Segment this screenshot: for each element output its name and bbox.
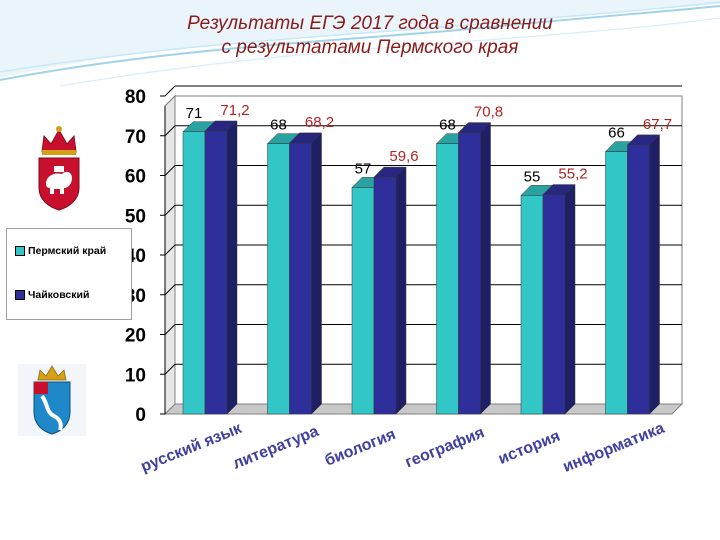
bar-chaikovsky-4-side xyxy=(564,183,576,415)
value-label-chaikovsky-1: 68,2 xyxy=(305,114,334,131)
bar-chaikovsky-5-side xyxy=(649,134,660,415)
bar-perm-krai-1 xyxy=(267,143,290,415)
gridline-diagonal-40 xyxy=(164,244,176,256)
header-decoration xyxy=(0,0,720,87)
value-label-perm-krai-0: 71 xyxy=(186,105,203,122)
legend-swatch-chaikovsky xyxy=(15,290,25,300)
bar-perm-krai-4 xyxy=(520,195,544,415)
bar-chaikovsky-2 xyxy=(373,176,397,415)
value-label-perm-krai-4: 55 xyxy=(524,168,541,185)
category-label-5: информатика xyxy=(561,420,667,476)
chart-legend: Пермский край Чайковский xyxy=(6,228,132,320)
page-title-line-1: Результаты ЕГЭ 2017 года в сравнении xyxy=(187,13,553,34)
bar-chaikovsky-3-side xyxy=(480,121,491,415)
page-title: Результаты ЕГЭ 2017 года в сравнении с р… xyxy=(100,12,640,60)
gridline-diagonal-60 xyxy=(164,165,176,176)
gridline-diagonal-10 xyxy=(164,363,176,375)
bar-chaikovsky-1 xyxy=(289,142,312,415)
bar-chaikovsky-4 xyxy=(542,194,566,415)
y-tick-label-70: 70 xyxy=(125,127,146,148)
y-tick-label-20: 20 xyxy=(125,326,146,347)
chart-floor xyxy=(163,403,684,415)
y-tick-label-50: 50 xyxy=(125,206,146,227)
category-label-2: биология xyxy=(323,426,399,470)
legend-label-perm-krai: Пермский край xyxy=(28,245,107,257)
gridline-diagonal-50 xyxy=(164,204,176,216)
gridline-diagonal-80 xyxy=(164,85,176,97)
bar-perm-krai-5 xyxy=(605,151,628,415)
legend-item-chaikovsky: Чайковский xyxy=(15,289,89,301)
category-label-1: литература xyxy=(230,423,321,473)
bar-perm-krai-2 xyxy=(351,187,375,415)
bar-perm-krai-3 xyxy=(436,143,459,415)
chart-back-wall xyxy=(164,95,683,416)
value-label-perm-krai-1: 68 xyxy=(270,117,287,134)
category-label-3: география xyxy=(403,424,487,471)
y-tick-label-0: 0 xyxy=(135,405,146,426)
y-tick-label-10: 10 xyxy=(125,365,146,386)
bar-chaikovsky-2-side xyxy=(395,166,407,415)
value-label-chaikovsky-0: 71,2 xyxy=(220,102,249,119)
y-tick-label-60: 60 xyxy=(125,167,146,188)
value-label-perm-krai-5: 66 xyxy=(608,125,625,142)
gridline-diagonal-30 xyxy=(164,284,176,296)
value-label-chaikovsky-2: 59,6 xyxy=(389,148,418,165)
category-label-0: русский язык xyxy=(139,420,245,476)
value-label-chaikovsky-5: 67,7 xyxy=(643,116,672,133)
bar-chaikovsky-0 xyxy=(204,130,228,415)
y-tick-label-80: 80 xyxy=(125,87,146,108)
legend-item-perm-krai: Пермский край xyxy=(15,245,106,257)
chaikovsky-coat-of-arms-icon xyxy=(18,364,86,436)
perm-krai-coat-of-arms-icon xyxy=(38,126,80,211)
bar-chaikovsky-0-side xyxy=(226,120,238,415)
page-title-line-2: с результатами Пермского края xyxy=(221,37,519,58)
legend-label-chaikovsky: Чайковский xyxy=(28,289,90,301)
value-label-chaikovsky-3: 70,8 xyxy=(474,104,503,121)
bar-chaikovsky-3 xyxy=(458,132,481,415)
category-label-4: история xyxy=(496,428,563,468)
bar-chaikovsky-5 xyxy=(627,144,650,415)
legend-swatch-perm-krai xyxy=(15,246,25,256)
value-label-chaikovsky-4: 55,2 xyxy=(558,166,587,183)
value-label-perm-krai-2: 57 xyxy=(355,160,372,177)
value-label-perm-krai-3: 68 xyxy=(439,117,456,134)
bar-chaikovsky-1-side xyxy=(311,132,322,415)
gridline-diagonal-70 xyxy=(164,125,176,137)
bar-perm-krai-0 xyxy=(182,131,206,415)
gridline-diagonal-20 xyxy=(164,324,176,335)
